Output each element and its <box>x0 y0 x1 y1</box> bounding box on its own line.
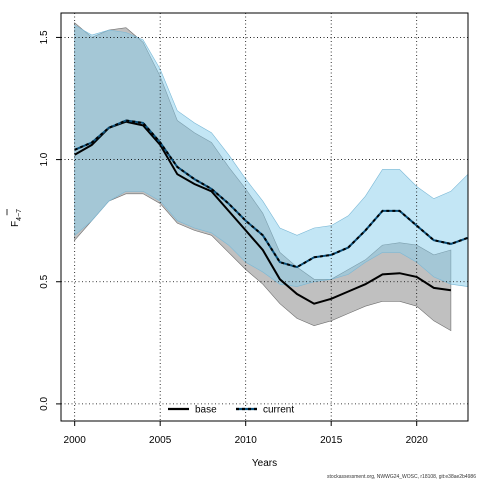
y-tick-label-0: 0.0 <box>39 397 50 411</box>
y-tick-label-1: 0.5 <box>39 274 50 288</box>
x-axis-label: Years <box>252 458 277 469</box>
x-tick-label-2020: 2020 <box>406 435 429 446</box>
y-axis-label-subscript: 4−7 <box>16 209 23 221</box>
legend-label-base: base <box>195 405 217 416</box>
y-axis-label: F4−7 <box>6 209 23 227</box>
x-tick-label-2015: 2015 <box>320 435 343 446</box>
y-axis-label-main: F <box>10 221 21 227</box>
x-tick-label-2010: 2010 <box>235 435 258 446</box>
y-axis-label-text: F4−7 <box>10 209 23 227</box>
plot-frame <box>60 12 469 422</box>
grid-lines <box>61 13 468 421</box>
y-tick-label-3: 1.5 <box>39 30 50 44</box>
legend-label-current: current <box>263 405 294 416</box>
x-tick-label-2000: 2000 <box>64 435 87 446</box>
legend: base current <box>168 405 294 416</box>
y-axis: 0.0 0.5 1.0 1.5 <box>39 30 61 411</box>
series-lines <box>74 119 469 305</box>
x-tick-label-2005: 2005 <box>149 435 172 446</box>
confidence-bands <box>74 22 469 332</box>
line-base <box>74 120 452 305</box>
watermark-text: stockassessment.org, NWWG24_WOSC, r18108… <box>327 474 476 480</box>
y-tick-label-2: 1.0 <box>39 152 50 166</box>
x-axis: 2000 2005 2010 2015 2020 <box>64 421 429 446</box>
line-current <box>74 119 469 269</box>
